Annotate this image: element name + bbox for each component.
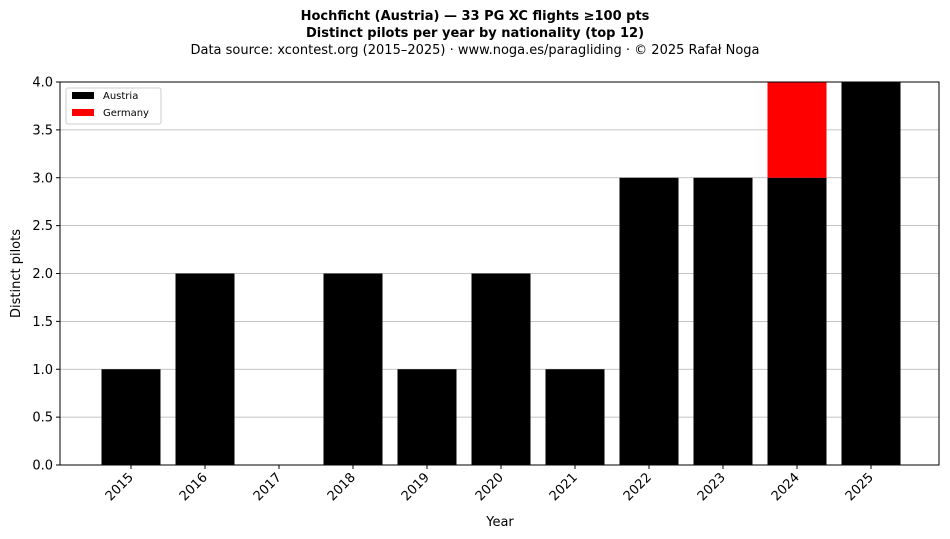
chart-subtitle: Data source: xcontest.org (2015–2025) · … (190, 43, 760, 58)
y-tick-label: 3.0 (32, 171, 53, 186)
y-tick-label: 0.5 (32, 411, 53, 426)
bar-austria-2021 (545, 369, 605, 465)
bar-austria-2015 (101, 369, 161, 465)
bar-austria-2020 (471, 273, 531, 465)
bars (101, 82, 901, 465)
legend-label-germany: Germany (103, 108, 149, 119)
y-tick-label: 0.0 (32, 459, 53, 474)
bar-austria-2022 (619, 177, 679, 465)
y-tick-label: 1.5 (32, 315, 53, 330)
y-tick-label: 4.0 (32, 76, 53, 91)
y-tick-label: 2.5 (32, 219, 53, 234)
x-axis-label: Year (485, 515, 514, 530)
chart-title-block: Hochficht (Austria) — 33 PG XC flights ≥… (0, 8, 950, 59)
x-tick-label: 2019 (399, 470, 433, 504)
y-tick-label: 2.0 (32, 267, 53, 282)
y-axis-label: Distinct pilots (9, 229, 24, 318)
x-tick-label: 2015 (103, 470, 137, 504)
x-ticks: 2015 2016 2017 2018 2019 2020 2021 2022 2023 2024… (103, 465, 877, 504)
y-ticks: 0.0 0.5 1.0 1.5 2.0 2.5 3.0 3.5 4.0 (32, 76, 60, 474)
x-tick-label: 2023 (695, 470, 729, 504)
x-tick-label: 2022 (621, 470, 655, 504)
bar-austria-2023 (693, 177, 753, 465)
bar-austria-2024 (767, 177, 827, 465)
x-tick-label: 2025 (843, 470, 877, 504)
bar-austria-2016 (175, 273, 235, 465)
bar-austria-2018 (323, 273, 383, 465)
legend-swatch-germany (72, 109, 94, 116)
legend-label-austria: Austria (103, 91, 138, 102)
y-tick-label: 3.5 (32, 123, 53, 138)
bar-germany-2024 (767, 82, 827, 178)
chart-title: Hochficht (Austria) — 33 PG XC flights ≥… (300, 9, 650, 24)
x-tick-label: 2024 (769, 470, 803, 504)
x-tick-label: 2018 (325, 470, 359, 504)
legend: Austria Germany (65, 87, 162, 125)
chart-title-2: Distinct pilots per year by nationality … (305, 26, 645, 41)
bar-austria-2025 (841, 82, 901, 465)
bar-austria-2019 (397, 369, 457, 465)
legend-swatch-austria (72, 92, 94, 99)
x-tick-label: 2021 (547, 470, 581, 504)
x-tick-label: 2016 (177, 470, 211, 504)
x-tick-label: 2020 (473, 470, 507, 504)
y-tick-label: 1.0 (32, 363, 53, 378)
x-tick-label: 2017 (251, 470, 285, 504)
